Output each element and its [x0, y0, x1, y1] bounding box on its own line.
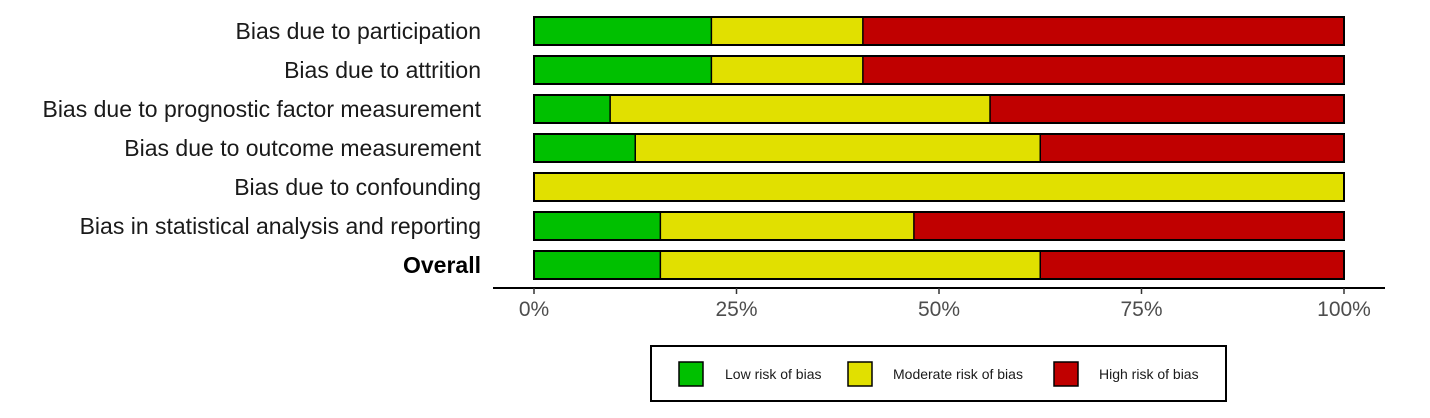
bar-segment-high-risk-of-bias	[990, 95, 1344, 123]
bar-segment-moderate-risk-of-bias	[711, 56, 863, 84]
category-label: Overall	[403, 252, 481, 278]
legend-label: High risk of bias	[1099, 366, 1199, 382]
category-label: Bias due to confounding	[234, 174, 481, 200]
bar-segment-high-risk-of-bias	[1040, 251, 1344, 279]
x-tick-label: 0%	[519, 298, 549, 321]
category-label: Bias due to outcome measurement	[124, 135, 481, 161]
category-labels: Bias due to participation Bias due to att…	[42, 18, 481, 278]
legend-key-low-risk-of-bias	[678, 361, 704, 387]
bar-segment-high-risk-of-bias	[1040, 134, 1344, 162]
bar-segment-moderate-risk-of-bias	[534, 173, 1344, 201]
legend-box	[650, 345, 1227, 402]
bar-outline	[533, 211, 1345, 241]
legend-key-high-risk-of-bias	[1053, 361, 1079, 387]
bar-segment-moderate-risk-of-bias	[711, 17, 863, 45]
x-axis: 0% 25% 50% 75% 100%	[493, 287, 1385, 321]
bar-segment-low-risk-of-bias	[534, 95, 611, 123]
bar-outline	[533, 94, 1345, 124]
bar-segment-low-risk-of-bias	[534, 251, 661, 279]
legend-label: Moderate risk of bias	[893, 366, 1023, 382]
bar-segment-high-risk-of-bias	[913, 212, 1344, 240]
bar-segment-low-risk-of-bias	[534, 17, 712, 45]
x-tick-label: 75%	[1120, 298, 1162, 321]
bar-segment-high-risk-of-bias	[862, 56, 1344, 84]
x-tick-label: 100%	[1317, 298, 1371, 321]
category-label: Bias due to prognostic factor measuremen…	[42, 96, 481, 122]
bar-segment-moderate-risk-of-bias	[660, 212, 914, 240]
legend-key-moderate-risk-of-bias	[847, 361, 873, 387]
bar-outline	[533, 250, 1345, 280]
bar-segment-low-risk-of-bias	[534, 212, 661, 240]
legend: Low risk of bias Moderate risk of bias Hig…	[650, 345, 1227, 402]
bars-layer	[533, 16, 1345, 280]
legend-label: Low risk of bias	[725, 366, 821, 382]
bar-segment-low-risk-of-bias	[534, 56, 712, 84]
category-label: Bias due to attrition	[284, 57, 481, 83]
bar-outline	[533, 133, 1345, 163]
bar-segment-low-risk-of-bias	[534, 134, 636, 162]
x-tick-label: 25%	[715, 298, 757, 321]
x-tick-label: 50%	[918, 298, 960, 321]
bar-segment-moderate-risk-of-bias	[635, 134, 1041, 162]
bar-segment-moderate-risk-of-bias	[660, 251, 1041, 279]
bar-outline	[533, 172, 1345, 202]
bar-segment-moderate-risk-of-bias	[610, 95, 991, 123]
bar-outline	[533, 55, 1345, 85]
category-label: Bias due to participation	[236, 18, 482, 44]
bar-outline	[533, 16, 1345, 46]
bar-segment-high-risk-of-bias	[862, 17, 1344, 45]
category-label: Bias in statistical analysis and reporti…	[80, 213, 481, 239]
